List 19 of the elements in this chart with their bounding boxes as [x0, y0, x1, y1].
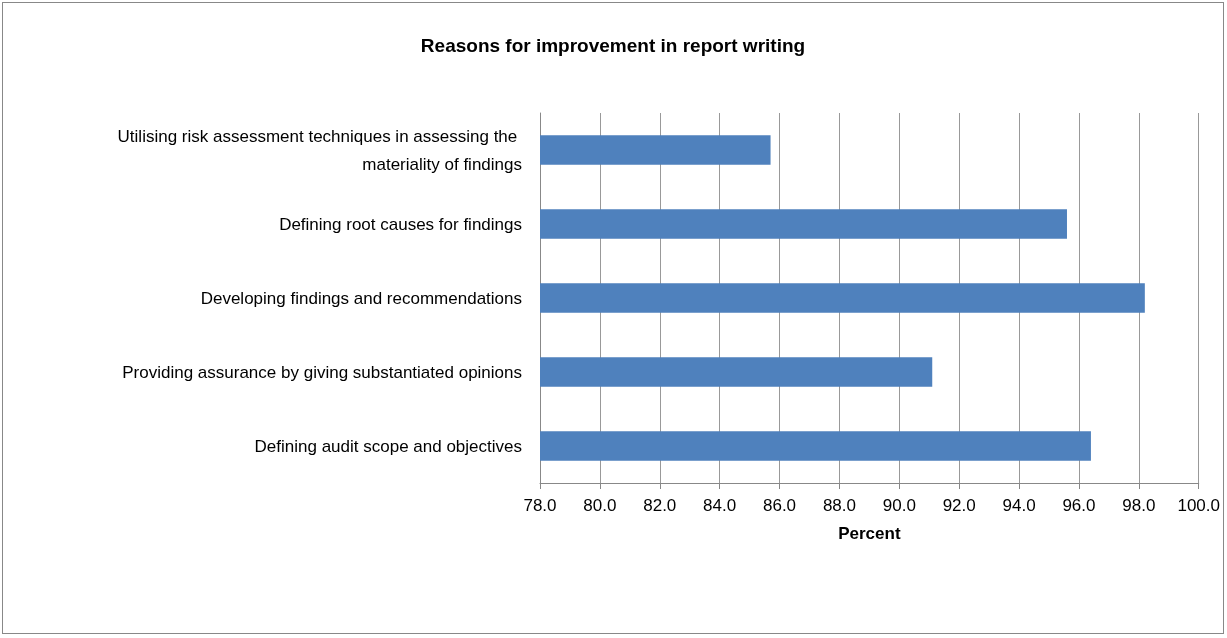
x-tick-label: 80.0: [583, 496, 617, 515]
y-tick-label: Providing assurance by giving substantiated opinions: [122, 362, 522, 382]
x-tick-label: 78.0: [523, 496, 557, 515]
x-tick-label: 90.0: [882, 496, 916, 515]
x-axis-title: Percent: [838, 524, 901, 543]
x-tick-label: 96.0: [1062, 496, 1096, 515]
x-tick-label: 92.0: [942, 496, 976, 515]
y-tick-label: Defining audit scope and objectives: [254, 436, 522, 456]
y-tick-label: Defining root causes for findings: [279, 214, 522, 234]
x-tick-label: 88.0: [822, 496, 856, 515]
x-tick-label: 94.0: [1002, 496, 1036, 515]
x-tick-label: 86.0: [762, 496, 797, 515]
chart-title: Reasons for improvement in report writing: [420, 35, 806, 56]
x-tick-label: 82.0: [643, 496, 677, 515]
y-tick-label: Developing findings and recommendations: [200, 288, 522, 308]
x-tick-label: 84.0: [703, 496, 737, 515]
x-tick-label: 100.0: [1177, 496, 1220, 515]
y-tick-label: Utilising risk assessment techniques in assessing the materiality of findings: [117, 126, 522, 174]
x-tick-label: 98.0: [1122, 496, 1156, 515]
